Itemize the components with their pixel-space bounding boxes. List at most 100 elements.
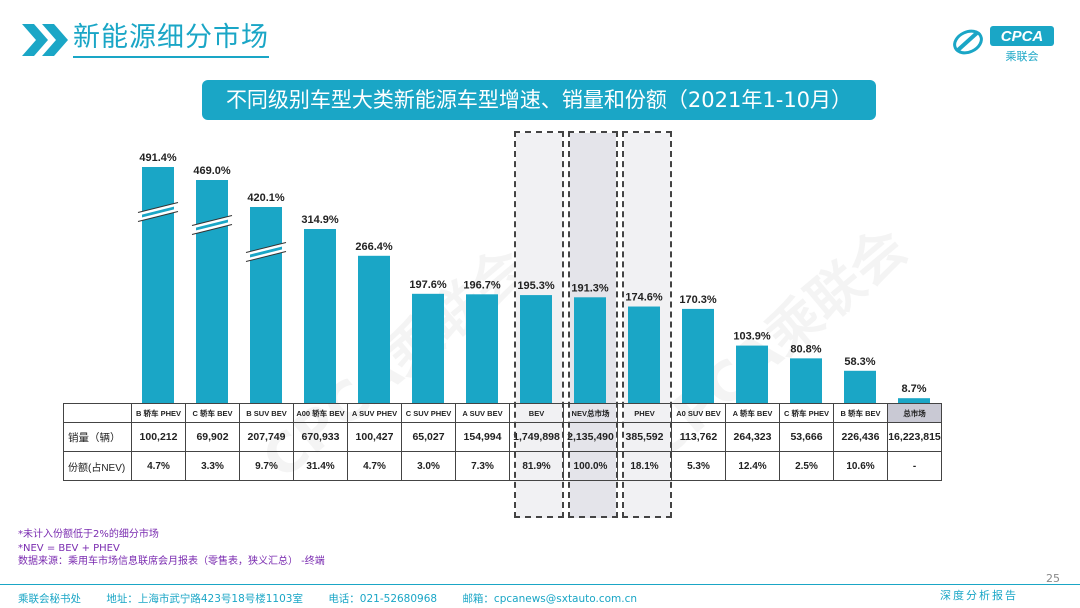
bev-frame: [514, 131, 564, 518]
share-cell: 9.7%: [239, 451, 294, 481]
axis-break-line: [137, 211, 179, 222]
note-line: 数据来源：乘用车市场信息联席会月报表（零售表，狭义汇总） -终端: [18, 556, 325, 567]
footer-divider: [0, 584, 1080, 585]
share-cell: 3.3%: [185, 451, 240, 481]
bar-1: [196, 180, 228, 403]
sales-cell: 670,933: [293, 422, 348, 452]
sales-cell: 65,027: [401, 422, 456, 452]
share-cell: 10.6%: [833, 451, 888, 481]
bar-4: [358, 255, 390, 403]
bar-2: [250, 207, 282, 403]
data-label-1: 469.0%: [193, 165, 231, 177]
data-label-10: 170.3%: [679, 294, 717, 306]
data-label-8: 191.3%: [571, 282, 609, 294]
sales-cell: 69,902: [185, 422, 240, 452]
category-label: A0 SUV BEV: [671, 403, 726, 423]
share-cell: 4.7%: [131, 451, 186, 481]
page-title: 新能源细分市场: [73, 20, 269, 58]
data-table: B 轿车 PHEV C 轿车 BEV B SUV BEV A00 轿车 BEV A SU…: [63, 403, 942, 481]
sales-cell: 385,592: [617, 422, 672, 452]
note-line: *NEV = BEV + PHEV: [18, 542, 120, 554]
bar-5: [412, 293, 444, 403]
share-cell: 18.1%: [617, 451, 672, 481]
category-label: C SUV PHEV: [401, 403, 456, 423]
axis-break-line: [191, 224, 233, 235]
axis-break-mark: [191, 215, 233, 229]
axis-break-mark: [137, 208, 179, 222]
category-label: A SUV BEV: [455, 403, 510, 423]
data-label-7: 195.3%: [517, 280, 555, 292]
table-row: B 轿车 PHEV C 轿车 BEV B SUV BEV A00 轿车 BEV A SU…: [63, 403, 942, 423]
note-line: *未计入份额低于2%的细分市场: [18, 529, 159, 540]
category-label: A 轿车 BEV: [725, 403, 780, 423]
footer: 乘联会秘书处 地址：上海市武宁路423号18号楼1103室 电话：021-526…: [18, 591, 659, 606]
sales-cell: 154,994: [455, 422, 510, 452]
table-corner-cell: [63, 403, 132, 423]
footer-phone: 电话：021-52680968: [328, 593, 438, 605]
data-label-6: 196.7%: [463, 279, 501, 291]
data-label-4: 266.4%: [355, 241, 393, 253]
data-label-12: 80.8%: [790, 343, 821, 355]
chevron-right-icon: [22, 24, 68, 56]
category-label: C 轿车 PHEV: [779, 403, 834, 423]
axis-break-line: [137, 202, 179, 213]
sales-cell: 2,135,490: [563, 422, 618, 452]
share-cell: 12.4%: [725, 451, 780, 481]
data-label-5: 197.6%: [409, 279, 447, 291]
report-tag: 深度分析报告: [940, 589, 1018, 602]
category-label: A00 轿车 BEV: [293, 403, 348, 423]
data-label-14: 8.7%: [901, 383, 926, 395]
category-label: B SUV BEV: [239, 403, 294, 423]
bar-12: [790, 358, 822, 403]
bar-10: [682, 308, 714, 403]
logo-brand: CPCA: [1001, 28, 1044, 45]
share-cell: 4.7%: [347, 451, 402, 481]
row-label-share: 份额(占NEV): [63, 451, 132, 481]
footer-email: 邮箱：cpcanews@sxtauto.com.cn: [462, 593, 638, 605]
axis-break-mark: [245, 248, 287, 262]
logo-sub: 乘联会: [1006, 50, 1039, 63]
sales-cell: 16,223,815: [887, 422, 942, 452]
data-label-3: 314.9%: [301, 214, 339, 226]
sales-cell: 226,436: [833, 422, 888, 452]
sales-cell: 113,762: [671, 422, 726, 452]
footer-address: 地址：上海市武宁路423号18号楼1103室: [106, 593, 303, 605]
table-row: 销量（辆） 100,212 69,902 207,749 670,933 100,427 6…: [63, 422, 942, 452]
axis-break-mark: [191, 221, 233, 235]
bar-11: [736, 345, 768, 403]
share-cell: 2.5%: [779, 451, 834, 481]
axis-break-line: [245, 242, 287, 253]
nev-total-frame: [568, 131, 618, 518]
category-label: A SUV PHEV: [347, 403, 402, 423]
bar-14: [898, 398, 930, 403]
bar-0: [142, 167, 174, 403]
phev-frame: [622, 131, 672, 518]
share-cell: 7.3%: [455, 451, 510, 481]
notes: *未计入份额低于2%的细分市场 *NEV = BEV + PHEV 数据来源：乘…: [18, 528, 325, 569]
share-cell: 3.0%: [401, 451, 456, 481]
sales-cell: 100,427: [347, 422, 402, 452]
sales-cell: 1,749,898: [509, 422, 564, 452]
bar-8: [574, 297, 606, 403]
axis-break-line: [245, 251, 287, 262]
data-label-13: 58.3%: [844, 356, 875, 368]
data-label-11: 103.9%: [733, 331, 771, 343]
table-row: 份额(占NEV) 4.7% 3.3% 9.7% 31.4% 4.7% 3.0% 7.3% 81.…: [63, 451, 942, 481]
sales-cell: 100,212: [131, 422, 186, 452]
chart-title: 不同级别车型大类新能源车型增速、销量和份额（2021年1-10月）: [202, 80, 876, 120]
bar-7: [520, 295, 552, 403]
footer-org: 乘联会秘书处: [18, 593, 81, 605]
category-label: B 轿车 BEV: [833, 403, 888, 423]
bar-6: [466, 294, 498, 403]
data-label-0: 491.4%: [139, 152, 177, 164]
share-cell: 81.9%: [509, 451, 564, 481]
share-cell: 5.3%: [671, 451, 726, 481]
axis-break-mark: [245, 242, 287, 256]
bar-13: [844, 370, 876, 403]
share-cell: -: [887, 451, 942, 481]
category-label: C 轿车 BEV: [185, 403, 240, 423]
bar-3: [304, 229, 336, 403]
category-label: 总市场: [887, 403, 942, 423]
cpca-logo: CPCA 乘联会: [953, 26, 1054, 63]
